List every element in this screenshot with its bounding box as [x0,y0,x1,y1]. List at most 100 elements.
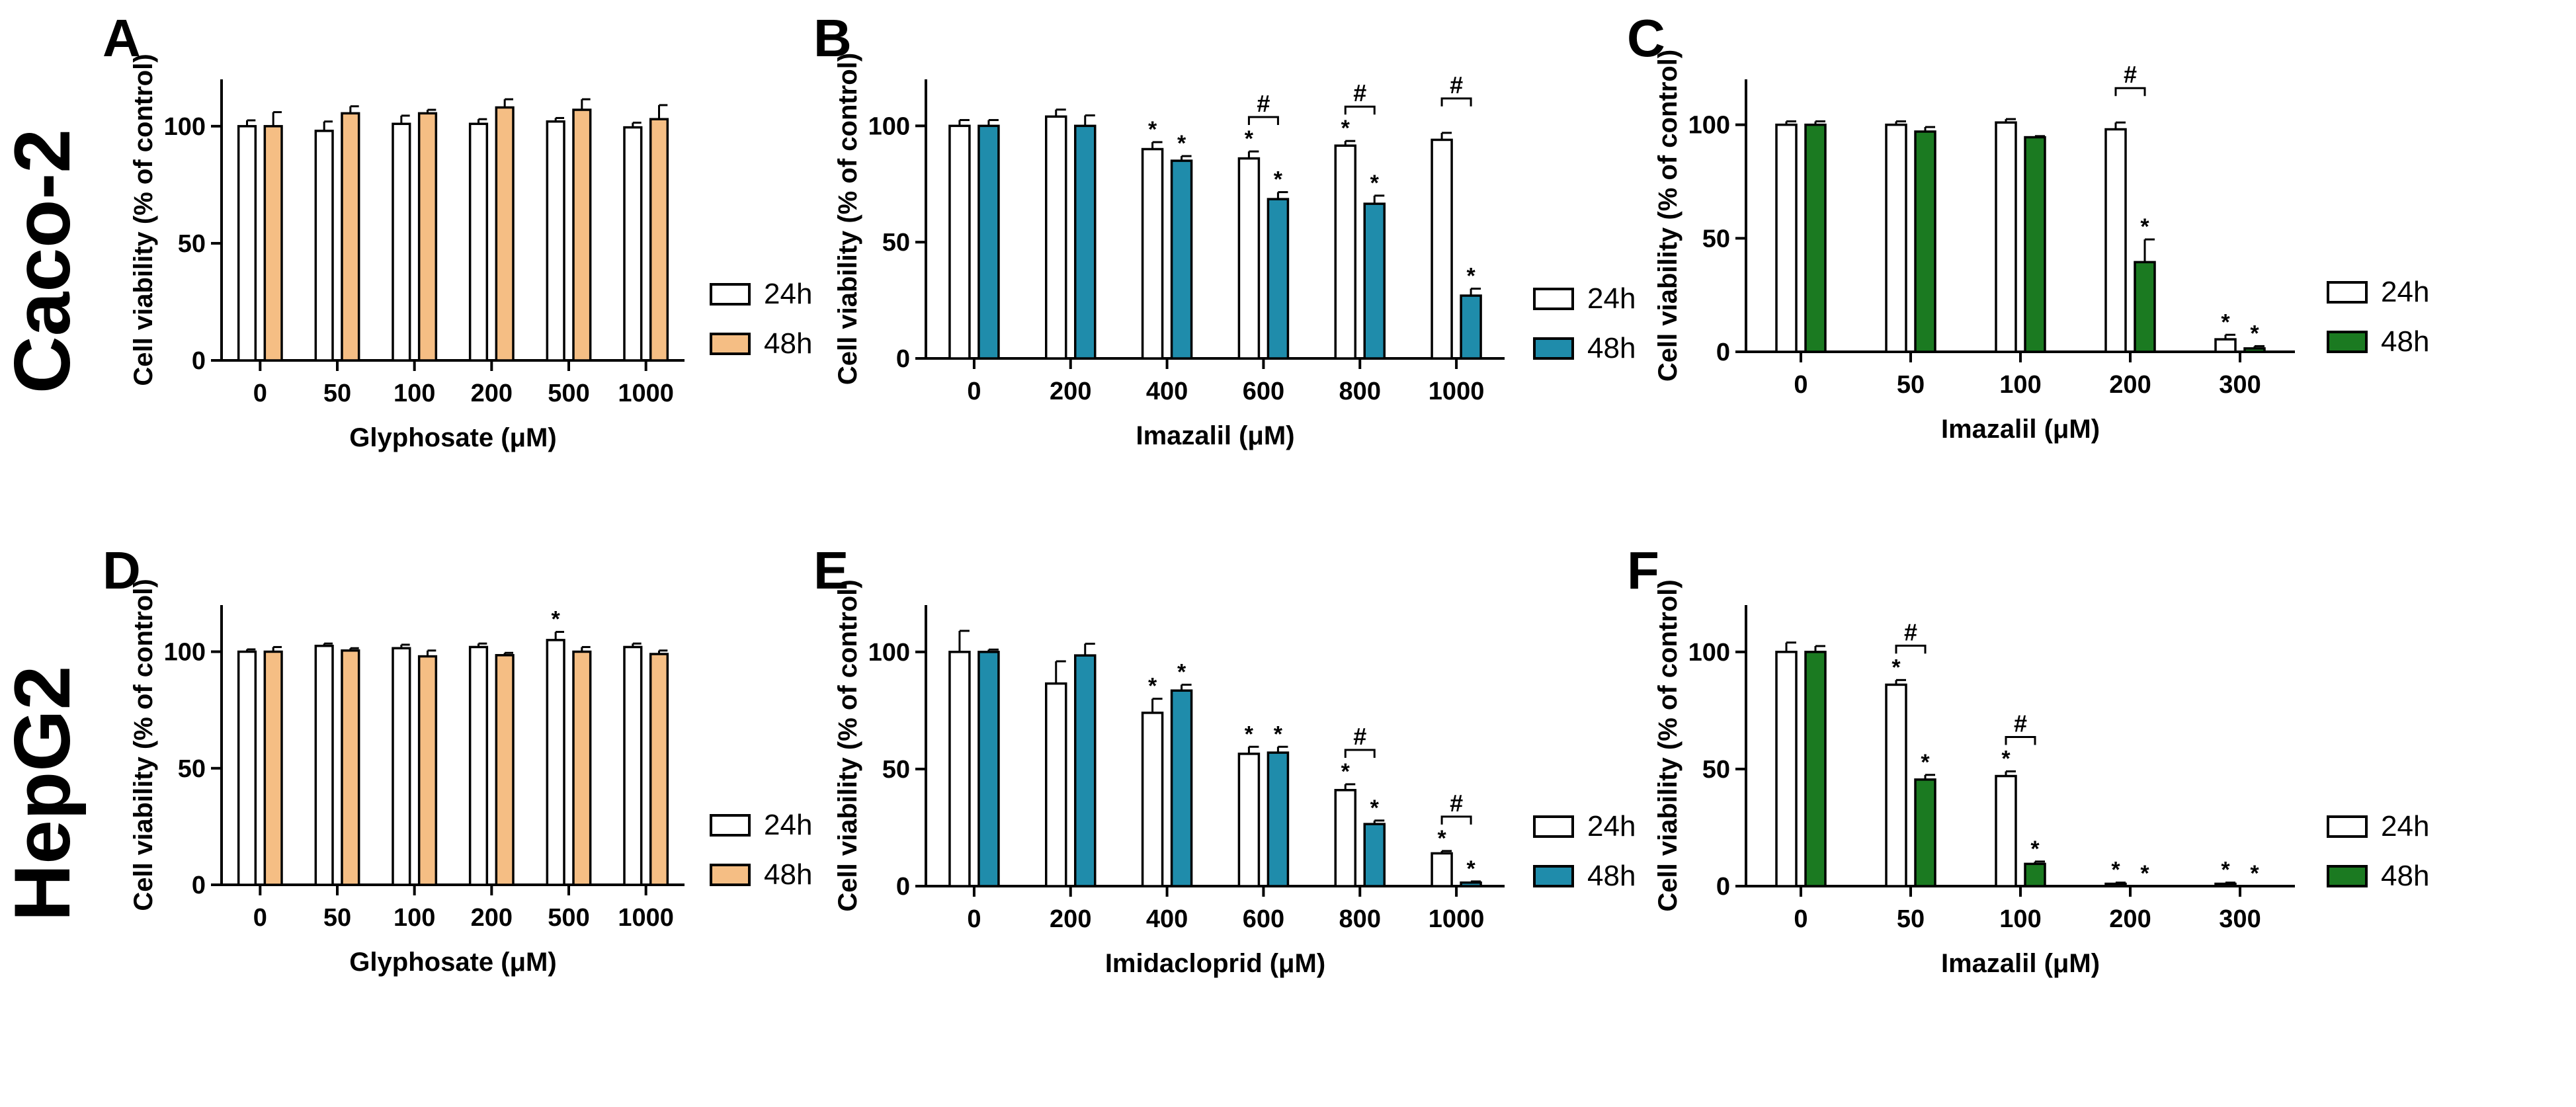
x-axis-title-c: Imazalil (μM) [1941,415,2100,444]
significance-star-f-24h-1: * [1891,655,1901,680]
y-tick-label-c-1: 50 [1702,225,1730,253]
comparison-bracket-f-2 [2005,735,2036,745]
bar-a-48h-0 [263,125,283,362]
comparison-mark-e-4: # [1353,723,1366,750]
panel-letter-b: B [813,9,852,67]
bar-d-24h-5 [623,645,643,886]
x-tick-label-d-0: 0 [253,904,267,932]
y-tick-label-d-2: 100 [164,639,206,667]
comparison-mark-e-5: # [1450,790,1463,817]
bar-e-24h-3 [1237,753,1261,887]
bar-c-24h-4 [2214,338,2237,353]
bar-e-48h-4 [1363,823,1386,887]
bar-a-24h-5 [623,126,643,362]
x-tick-label-f-3: 200 [2109,905,2151,933]
bar-c-24h-0 [1775,123,1798,353]
x-tick-label-a-0: 0 [253,380,267,407]
x-tick-label-a-5: 1000 [618,380,674,407]
y-tick-label-c-2: 100 [1688,112,1730,140]
legend-label-b-24h: 24h [1587,282,1636,315]
bar-e-24h-1 [1045,682,1067,887]
y-tick-label-f-1: 50 [1702,756,1730,784]
x-tick-label-e-1: 200 [1050,905,1091,933]
significance-star-b-48h-4: * [1370,171,1380,196]
panel-letter-e: E [813,541,849,600]
x-tick-label-e-3: 600 [1243,905,1284,933]
bar-e-48h-3 [1267,751,1290,887]
x-tick-label-c-4: 300 [2219,371,2261,399]
x-tick-label-c-3: 200 [2109,371,2151,399]
comparison-mark-c-3: # [2124,61,2137,88]
legend-swatch-c-24h [2327,281,2368,304]
y-axis-title-c: Cell viability (% of control) [1653,50,1683,382]
comparison-mark-b-4: # [1353,79,1366,106]
bar-f-24h-1 [1885,683,1907,887]
y-tick-label-b-2: 100 [868,112,910,140]
y-tick-label-b-1: 50 [882,229,910,257]
bar-e-48h-0 [977,651,1000,887]
significance-star-e-24h-5: * [1437,826,1446,851]
legend-label-a-24h: 24h [764,278,812,310]
bar-c-48h-3 [2134,261,2156,353]
bar-a-24h-0 [237,125,257,362]
bar-e-48h-5 [1460,881,1482,887]
significance-star-b-48h-5: * [1466,264,1475,289]
bar-e-48h-2 [1170,689,1193,887]
significance-star-e-48h-5: * [1466,856,1475,882]
bar-b-48h-4 [1363,202,1386,360]
x-tick-label-e-4: 800 [1339,905,1381,933]
bar-a-48h-1 [341,112,360,362]
panel-letter-f: F [1627,541,1659,600]
bar-c-24h-3 [2104,128,2127,353]
x-tick-label-a-3: 200 [471,380,513,407]
bar-b-24h-5 [1431,138,1453,360]
bar-d-24h-3 [468,645,489,886]
bar-a-48h-5 [649,118,669,362]
bar-e-24h-4 [1334,789,1356,887]
bar-a-24h-3 [468,122,489,362]
bar-c-48h-0 [1804,123,1827,353]
x-axis-title-d: Glyphosate (μM) [349,948,556,977]
legend-swatch-a-48h [710,333,751,355]
bar-f-48h-2 [2024,862,2046,887]
bar-f-24h-2 [1995,774,2017,887]
x-tick-label-b-5: 1000 [1429,378,1485,405]
significance-star-b-24h-3: * [1245,126,1254,151]
x-tick-label-c-2: 100 [1999,371,2041,399]
x-axis-title-f: Imazalil (μM) [1941,949,2100,978]
x-tick-label-a-2: 100 [394,380,435,407]
y-tick-label-f-0: 0 [1716,873,1730,901]
bar-d-24h-0 [237,650,257,886]
legend-label-f-24h: 24h [2381,810,2429,842]
x-axis-title-a: Glyphosate (μM) [349,423,556,452]
significance-star-b-24h-2: * [1148,117,1157,142]
x-axis-title-b: Imazalil (μM) [1136,421,1294,450]
bar-d-24h-1 [314,644,334,886]
bar-a-24h-1 [314,130,334,362]
bar-b-48h-3 [1267,198,1290,360]
bar-d-48h-2 [417,655,438,886]
panel-letter-a: A [103,9,141,67]
bar-d-24h-2 [392,647,411,886]
x-tick-label-d-4: 500 [548,904,589,932]
x-tick-label-d-1: 50 [323,904,351,932]
y-axis-title-a: Cell viability (% of control) [129,54,158,386]
bar-f-48h-1 [1914,778,1936,887]
bar-c-24h-2 [1995,121,2017,353]
y-axis-title-e: Cell viability (% of control) [833,579,862,911]
x-tick-label-c-1: 50 [1897,371,1925,399]
x-tick-label-f-4: 300 [2219,905,2261,933]
legend-swatch-d-48h [710,864,751,886]
x-tick-label-c-0: 0 [1794,371,1807,399]
bar-a-48h-3 [495,106,515,362]
significance-star-c-24h-4: * [2221,309,2230,335]
bar-b-24h-0 [948,124,971,360]
x-tick-label-b-2: 400 [1146,378,1188,405]
significance-star-b-48h-3: * [1274,167,1283,192]
y-tick-label-e-2: 100 [868,639,910,667]
bar-e-24h-0 [948,651,971,887]
significance-star-d-24h-4: * [552,607,561,632]
bar-f-24h-0 [1775,651,1798,887]
bar-c-48h-1 [1914,130,1936,353]
